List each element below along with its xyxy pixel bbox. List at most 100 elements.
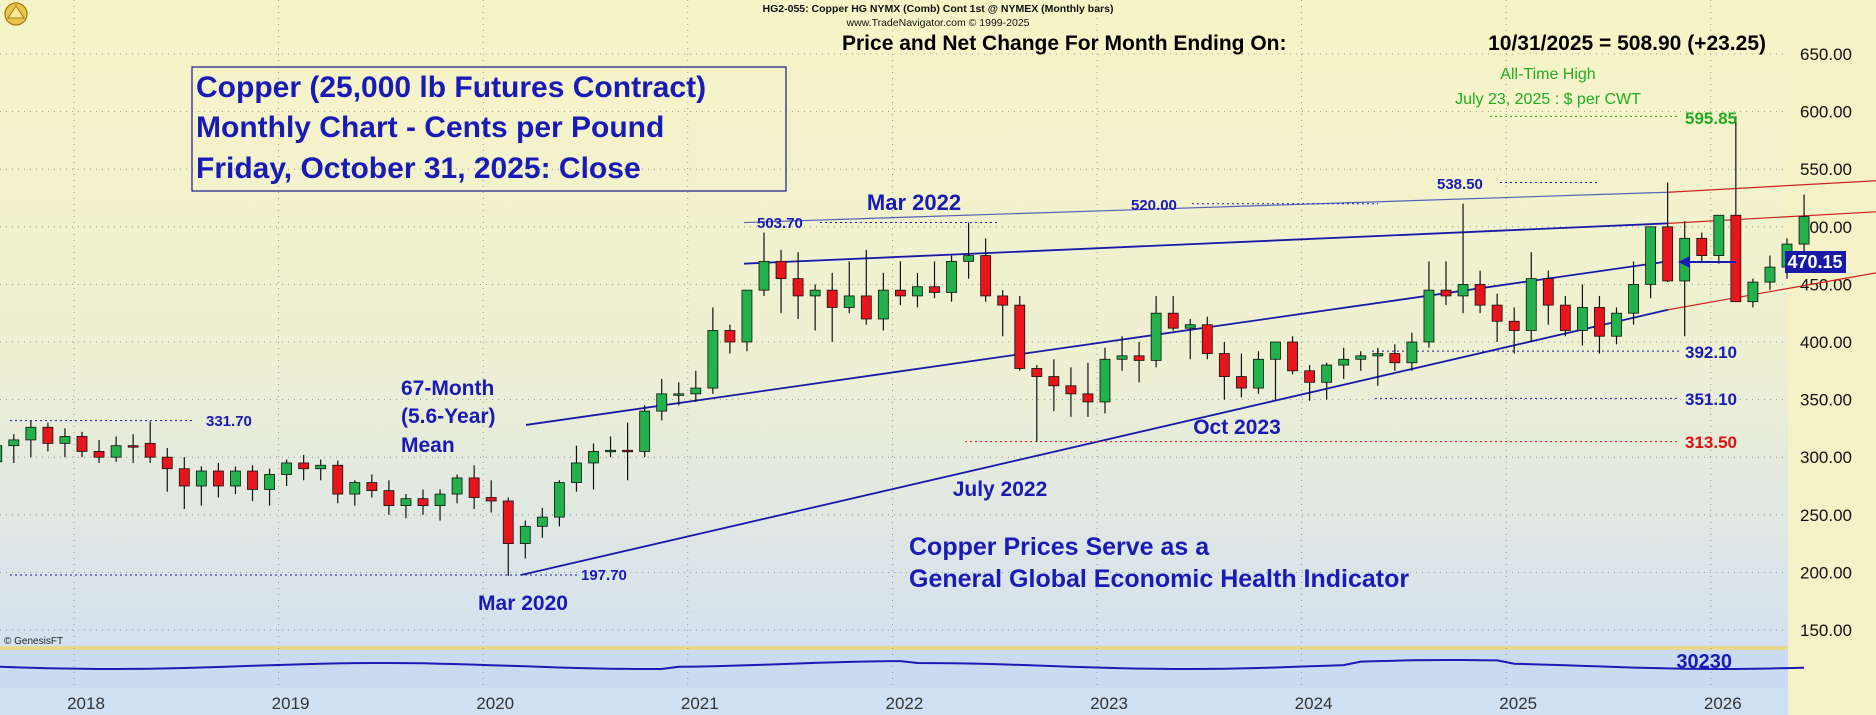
candle-body bbox=[1559, 304, 1571, 331]
level-503-70: 503.70 bbox=[757, 215, 803, 232]
candle-body bbox=[451, 477, 463, 495]
y-tick-label: 550.00 bbox=[1800, 160, 1852, 179]
grid-lines bbox=[0, 0, 1788, 688]
candle-body bbox=[366, 482, 378, 492]
footer-line1: Copper Prices Serve as a bbox=[909, 533, 1210, 561]
candle-body bbox=[622, 449, 633, 453]
candle-body bbox=[1491, 304, 1503, 322]
y-tick-label: 450.00 bbox=[1800, 275, 1852, 294]
candle-body bbox=[1457, 283, 1469, 297]
candle-body bbox=[1628, 283, 1639, 314]
level-331-70: 331.70 bbox=[206, 413, 252, 430]
channel-extension bbox=[1667, 211, 1876, 224]
candle-body bbox=[1218, 353, 1230, 377]
x-tick-label: 2020 bbox=[476, 694, 514, 713]
candle-body bbox=[1747, 281, 1759, 303]
candle-body bbox=[1474, 283, 1486, 306]
candle-body bbox=[1014, 304, 1026, 369]
all-time-high-label: All-Time High bbox=[1500, 66, 1595, 83]
candle-body bbox=[1253, 358, 1264, 389]
candle-body bbox=[860, 295, 872, 320]
annotation-mar-2022: Mar 2022 bbox=[867, 190, 961, 215]
candle-body bbox=[1730, 214, 1742, 303]
mean-label-2: (5.6-Year) bbox=[401, 405, 496, 428]
candle-body bbox=[792, 278, 804, 297]
candle-body bbox=[656, 393, 668, 412]
title-line3: Friday, October 31, 2025: Close bbox=[196, 152, 641, 185]
x-axis: 2018 2019 2020 2021 2022 2023 2024 2025 2026 bbox=[67, 694, 1742, 713]
candle-body bbox=[877, 289, 889, 320]
all-time-high-date: July 23, 2025 : $ per CWT bbox=[1455, 91, 1641, 108]
candle-body bbox=[1713, 214, 1725, 256]
y-tick-label: 150.00 bbox=[1800, 621, 1852, 640]
candle-body bbox=[1645, 226, 1656, 285]
candle-body bbox=[980, 255, 992, 297]
genesis-logo bbox=[4, 2, 28, 26]
volume-value: 30230 bbox=[1676, 651, 1732, 673]
candle-body bbox=[1662, 226, 1674, 282]
candle-body bbox=[1201, 324, 1213, 354]
candle-body bbox=[707, 330, 719, 389]
volume-pane bbox=[0, 648, 1788, 688]
candle-body bbox=[963, 255, 974, 262]
candle-body bbox=[758, 260, 770, 291]
candle-body bbox=[826, 289, 838, 308]
level-197-70: 197.70 bbox=[581, 567, 627, 584]
y-tick-label: 400.00 bbox=[1800, 333, 1852, 352]
level-538-50: 538.50 bbox=[1437, 176, 1483, 193]
candle-body bbox=[400, 498, 412, 506]
candle-body bbox=[349, 482, 361, 495]
candle-body bbox=[315, 464, 327, 470]
x-tick-label: 2019 bbox=[272, 694, 310, 713]
level-392-10: 392.10 bbox=[1685, 343, 1737, 362]
plot-background bbox=[0, 0, 1788, 648]
candle-body bbox=[997, 295, 1009, 306]
annotation-mar-2020: Mar 2020 bbox=[478, 592, 568, 615]
candle-body bbox=[946, 260, 957, 293]
x-tick-label: 2018 bbox=[67, 694, 105, 713]
candle-body bbox=[485, 497, 497, 502]
y-tick-label: 300.00 bbox=[1800, 448, 1852, 467]
candle-body bbox=[895, 289, 906, 297]
candle-body bbox=[332, 464, 344, 495]
candle-body bbox=[1696, 237, 1708, 257]
candle-body bbox=[1287, 341, 1298, 372]
candle-body bbox=[536, 516, 548, 527]
candle-body bbox=[417, 498, 429, 506]
candle-body bbox=[571, 462, 582, 483]
candle-body bbox=[298, 462, 310, 470]
support-trend-extension bbox=[1667, 272, 1876, 311]
candle-body bbox=[1594, 307, 1605, 337]
candle-body bbox=[929, 286, 940, 293]
x-tick-label: 2025 bbox=[1499, 694, 1537, 713]
x-tick-label: 2022 bbox=[885, 694, 923, 713]
candle-body bbox=[1270, 341, 1281, 360]
candle-body bbox=[775, 260, 787, 280]
candle-body bbox=[178, 468, 190, 487]
channel-line bbox=[743, 222, 1669, 265]
title-line2: Monthly Chart - Cents per Pound bbox=[196, 111, 664, 144]
level-351-10: 351.10 bbox=[1685, 390, 1737, 409]
candle-body bbox=[1304, 370, 1315, 383]
candle-body bbox=[110, 445, 122, 458]
mean-label-1: 67-Month bbox=[401, 377, 494, 400]
candle-body bbox=[1321, 364, 1333, 383]
candle-body bbox=[809, 289, 821, 297]
candle-body bbox=[1184, 324, 1196, 329]
candle-body bbox=[1611, 312, 1622, 337]
candle-body bbox=[519, 525, 531, 545]
reference-levels bbox=[10, 115, 1680, 576]
level-595-85: 595.85 bbox=[1685, 109, 1737, 128]
y-axis: 150.00 200.00 250.00 300.00 350.00 400.00 450.… bbox=[1800, 45, 1852, 640]
mean-value: 470.15 bbox=[1787, 252, 1842, 272]
candle-body bbox=[8, 439, 20, 447]
candle-body bbox=[1048, 376, 1060, 387]
candle-body bbox=[1236, 376, 1247, 389]
candle-body bbox=[281, 462, 293, 475]
candle-body bbox=[1525, 278, 1537, 331]
candle-body bbox=[0, 445, 3, 463]
candle-body bbox=[195, 470, 207, 487]
x-tick-label: 2026 bbox=[1704, 694, 1742, 713]
candle-body bbox=[1389, 353, 1401, 364]
level-520-00: 520.00 bbox=[1131, 197, 1177, 214]
